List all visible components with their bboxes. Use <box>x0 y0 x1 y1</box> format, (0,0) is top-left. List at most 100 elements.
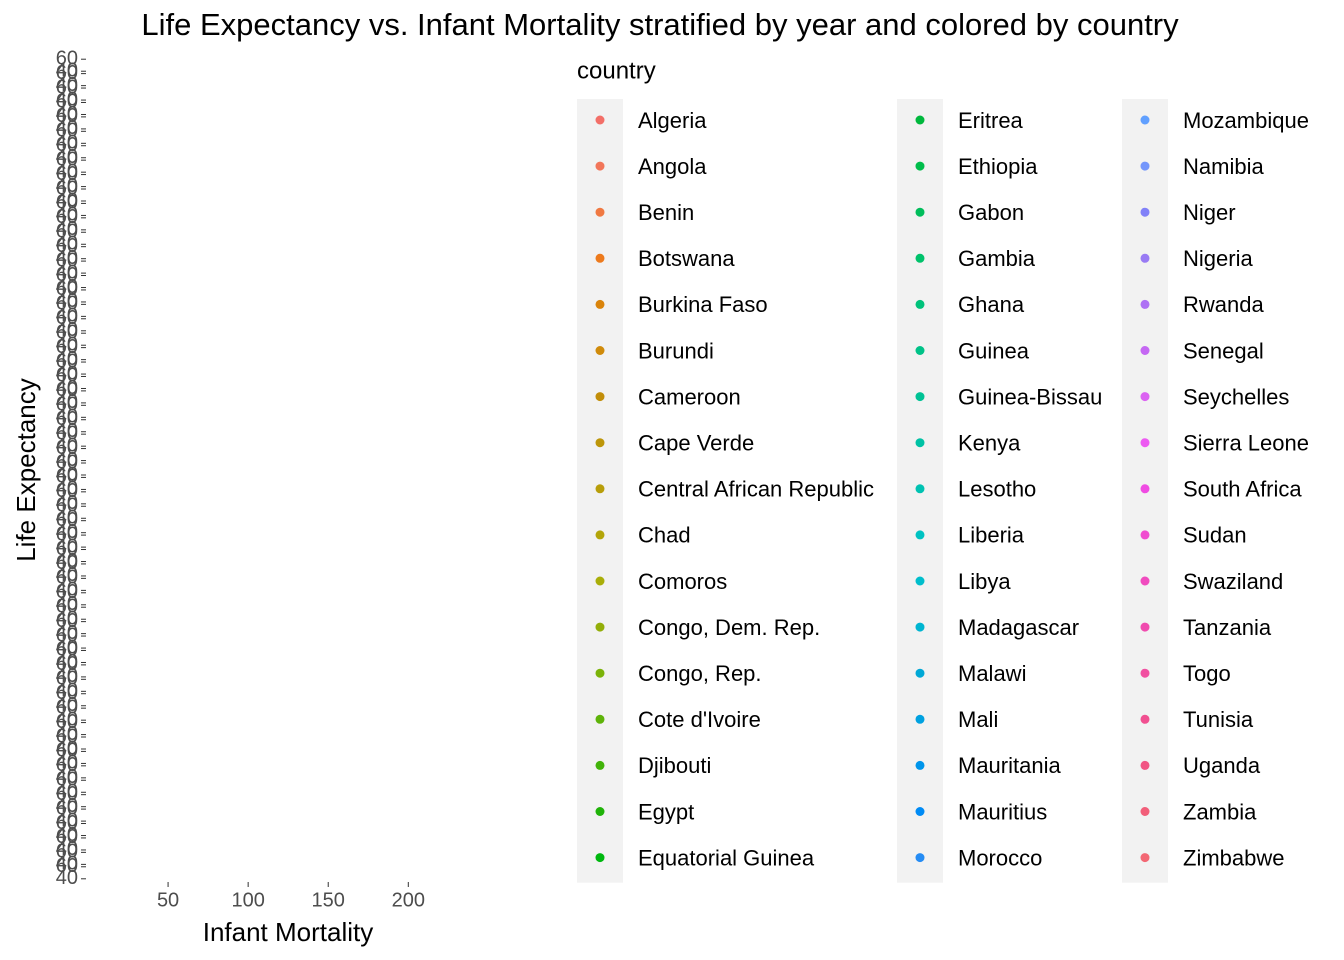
y-tick-label: 40 <box>56 218 78 240</box>
y-tick-label: 40 <box>56 507 78 529</box>
legend-marker <box>915 714 925 724</box>
legend-marker <box>1140 714 1150 724</box>
y-tick-label: 40 <box>56 88 78 110</box>
chart-title: Life Expectancy vs. Infant Mortality str… <box>141 7 1179 42</box>
y-tick-label: 40 <box>56 579 78 601</box>
y-tick-label: 60 <box>56 581 78 603</box>
y-tick-label: 40 <box>56 276 78 298</box>
legend-label: Seychelles <box>1183 384 1289 409</box>
y-tick-label: 40 <box>56 824 78 846</box>
legend-marker <box>1140 207 1150 217</box>
y-tick-label: 40 <box>56 60 78 82</box>
y-tick-label: 60 <box>56 336 78 358</box>
y-tick-label: 60 <box>56 293 78 315</box>
y-tick-label: 40 <box>56 680 78 702</box>
y-tick-label: 60 <box>56 812 78 834</box>
y-tick-label: 40 <box>56 420 78 442</box>
legend-label: Malawi <box>958 661 1026 686</box>
y-tick-label: 40 <box>56 809 78 831</box>
y-tick-label: 60 <box>56 682 78 704</box>
y-tick-label: 60 <box>56 624 78 646</box>
legend-label: Niger <box>1183 200 1236 225</box>
y-tick-label: 40 <box>56 189 78 211</box>
y-tick-label: 40 <box>56 550 78 572</box>
legend-label: Angola <box>638 154 707 179</box>
legend-marker <box>1140 392 1150 402</box>
legend-label: Chad <box>638 523 691 548</box>
y-tick-label: 40 <box>56 622 78 644</box>
y-tick-label: 40 <box>56 636 78 658</box>
legend-label: Ethiopia <box>958 154 1038 179</box>
legend-marker <box>595 207 605 217</box>
legend-marker <box>595 807 605 816</box>
legend-marker <box>1140 576 1150 586</box>
legend-marker <box>915 484 925 494</box>
legend-label: Madagascar <box>958 615 1079 640</box>
y-tick-label: 60 <box>56 235 78 257</box>
legend-marker <box>595 392 605 402</box>
legend-label: Congo, Dem. Rep. <box>638 615 820 640</box>
legend-marker <box>1140 161 1150 171</box>
legend-label: Tunisia <box>1183 707 1254 732</box>
legend-marker <box>915 576 925 586</box>
y-tick-label: 60 <box>56 610 78 632</box>
y-tick-label: 60 <box>56 177 78 199</box>
legend-label: Sudan <box>1183 523 1247 548</box>
y-tick-label: 60 <box>56 696 78 718</box>
legend-marker <box>915 392 925 402</box>
y-tick-label: 60 <box>56 567 78 589</box>
y-tick-label: 60 <box>56 278 78 300</box>
y-tick-label: 40 <box>56 463 78 485</box>
legend-marker <box>595 853 605 863</box>
legend-label: Eritrea <box>958 108 1024 133</box>
y-tick-label: 60 <box>56 47 78 69</box>
y-tick-label: 40 <box>56 492 78 514</box>
y-tick-label: 40 <box>56 665 78 687</box>
y-tick-label: 40 <box>56 233 78 255</box>
y-tick-label: 40 <box>56 752 78 774</box>
legend-marker <box>595 299 605 309</box>
y-tick-label: 60 <box>56 653 78 675</box>
x-axis-label: Infant Mortality <box>203 917 374 947</box>
legend-label: Zambia <box>1183 799 1257 824</box>
legend-label: Cameroon <box>638 384 741 409</box>
legend-marker <box>595 530 605 540</box>
y-tick-label: 60 <box>56 595 78 617</box>
legend-marker <box>915 853 925 863</box>
y-tick-label: 60 <box>56 841 78 863</box>
legend-label: Kenya <box>958 431 1021 456</box>
y-tick-label: 40 <box>56 362 78 384</box>
y-tick-label: 40 <box>56 608 78 630</box>
legend-marker <box>595 438 605 448</box>
y-tick-label: 40 <box>56 535 78 557</box>
legend-marker <box>915 207 925 217</box>
y-tick-label: 60 <box>56 480 78 502</box>
y-tick-label: 40 <box>56 708 78 730</box>
y-tick-label: 40 <box>56 160 78 182</box>
legend-marker <box>1140 484 1150 494</box>
legend-label: Djibouti <box>638 753 711 778</box>
legend-marker <box>1140 530 1150 540</box>
y-tick-label: 60 <box>56 206 78 228</box>
legend-marker <box>595 161 605 171</box>
y-tick-label: 40 <box>56 146 78 168</box>
y-tick-label: 60 <box>56 668 78 690</box>
y-tick-label: 60 <box>56 826 78 848</box>
y-tick-label: 40 <box>56 319 78 341</box>
legend-label: Togo <box>1183 661 1231 686</box>
legend-label: Morocco <box>958 845 1042 870</box>
legend-marker <box>915 668 925 678</box>
legend-label: Uganda <box>1183 753 1261 778</box>
y-tick-label: 60 <box>56 783 78 805</box>
y-tick-label: 40 <box>56 74 78 96</box>
y-tick-label: 60 <box>56 394 78 416</box>
legend-marker <box>915 346 925 355</box>
y-tick-label: 60 <box>56 91 78 113</box>
y-tick-label: 40 <box>56 651 78 673</box>
legend-label: Botswana <box>638 246 735 271</box>
y-tick-label: 40 <box>56 290 78 312</box>
y-tick-label: 60 <box>56 62 78 84</box>
legend-marker <box>915 438 925 448</box>
legend-label: Benin <box>638 200 694 225</box>
